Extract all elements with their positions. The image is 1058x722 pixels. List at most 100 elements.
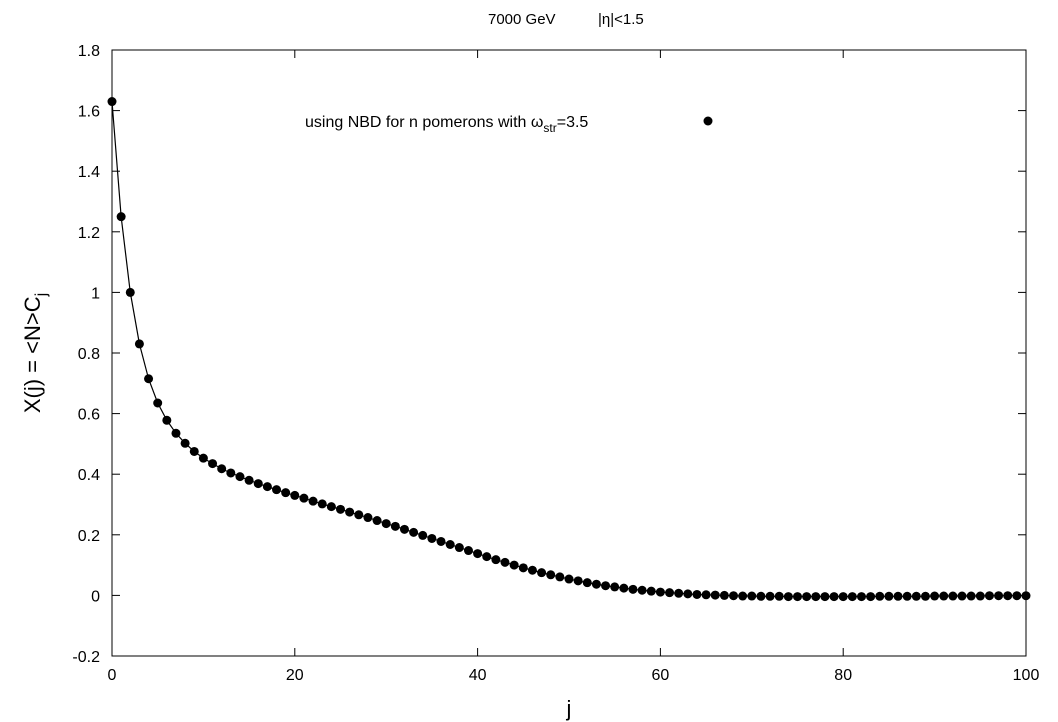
data-point xyxy=(683,589,693,599)
data-point xyxy=(436,536,446,546)
data-point xyxy=(564,574,574,584)
data-point xyxy=(948,591,958,601)
data-point xyxy=(601,581,611,591)
data-point xyxy=(125,287,135,297)
x-axis-label: j xyxy=(566,696,572,721)
data-point xyxy=(308,496,318,506)
data-point xyxy=(317,499,327,509)
data-point xyxy=(354,510,364,520)
legend-label-prefix: using NBD for n pomerons with ω xyxy=(305,114,543,131)
y-axis-label: X(j) = <N>Cj xyxy=(20,293,50,413)
data-point xyxy=(902,591,912,601)
title-eta-cut: |η|<1.5 xyxy=(598,11,644,28)
data-point xyxy=(345,507,355,517)
data-point xyxy=(984,591,994,601)
series-points xyxy=(107,97,1031,602)
data-point xyxy=(235,472,245,482)
data-point xyxy=(198,453,208,463)
y-tick-label: 0.6 xyxy=(78,407,100,424)
data-point xyxy=(491,555,501,565)
data-point xyxy=(619,583,629,593)
data-point xyxy=(783,592,793,602)
data-point xyxy=(134,339,144,349)
data-point xyxy=(500,557,510,567)
data-point xyxy=(217,464,227,474)
y-tick-label: 0 xyxy=(91,588,100,605)
data-point xyxy=(473,549,483,559)
x-tick-label: 40 xyxy=(469,667,487,684)
data-point xyxy=(253,479,263,489)
data-point xyxy=(747,591,757,601)
data-point xyxy=(966,591,976,601)
data-point xyxy=(399,524,409,534)
data-point xyxy=(326,502,336,512)
data-point xyxy=(866,592,876,602)
y-tick-label: 1.8 xyxy=(78,43,100,60)
data-point xyxy=(509,560,519,570)
title-energy: 7000 GeV xyxy=(488,11,556,28)
data-point xyxy=(646,586,656,596)
data-point xyxy=(537,568,547,578)
data-point xyxy=(1012,591,1022,601)
data-point xyxy=(409,527,419,537)
data-point xyxy=(591,579,601,589)
data-point xyxy=(555,572,565,582)
data-point xyxy=(884,591,894,601)
data-point xyxy=(756,591,766,601)
data-point xyxy=(573,576,583,586)
data-point xyxy=(628,584,638,594)
data-point xyxy=(793,592,802,602)
data-point xyxy=(527,565,537,575)
data-point xyxy=(893,591,903,601)
data-point xyxy=(153,398,163,408)
data-point xyxy=(226,468,236,478)
data-point xyxy=(272,485,282,495)
data-point xyxy=(811,592,821,602)
data-point xyxy=(610,582,620,592)
data-point xyxy=(957,591,967,601)
data-point xyxy=(262,482,272,492)
data-point xyxy=(162,415,172,425)
data-point xyxy=(847,592,857,602)
x-tick-label: 60 xyxy=(652,667,670,684)
x-tick-label: 100 xyxy=(1013,667,1040,684)
data-point xyxy=(445,540,455,549)
y-tick-label: 0.2 xyxy=(78,528,100,545)
data-point xyxy=(665,588,675,598)
data-point xyxy=(975,591,985,601)
legend-marker xyxy=(703,116,713,126)
data-point xyxy=(171,428,181,438)
data-point xyxy=(1021,591,1031,601)
data-point xyxy=(920,591,930,601)
data-point xyxy=(463,546,473,556)
y-tick-label: 0.4 xyxy=(78,467,100,484)
legend: using NBD for n pomerons with ωstr=3.5 xyxy=(305,114,713,135)
data-point xyxy=(144,374,154,384)
data-point xyxy=(116,212,126,222)
data-point xyxy=(930,591,940,601)
data-point xyxy=(299,493,309,503)
data-point xyxy=(290,490,300,500)
data-point xyxy=(363,513,373,523)
y-axis-label-main: X(j) = <N>C xyxy=(20,296,45,413)
data-point xyxy=(381,519,391,529)
plot-frame xyxy=(111,49,1027,657)
data-point xyxy=(875,591,885,601)
data-point xyxy=(518,563,528,573)
data-point xyxy=(107,97,117,107)
data-point xyxy=(838,592,848,602)
data-point xyxy=(674,588,684,598)
data-point xyxy=(774,591,784,601)
series-line xyxy=(111,101,1026,598)
data-point xyxy=(390,521,400,531)
data-point xyxy=(546,570,556,580)
data-point xyxy=(939,591,949,601)
data-point xyxy=(418,530,428,540)
x-tick-label: 20 xyxy=(286,667,304,684)
data-point xyxy=(281,488,291,498)
y-axis-label-subscript: j xyxy=(33,293,50,298)
x-tick-label: 80 xyxy=(834,667,852,684)
data-point xyxy=(994,591,1004,601)
x-tick-label: 0 xyxy=(108,667,117,684)
